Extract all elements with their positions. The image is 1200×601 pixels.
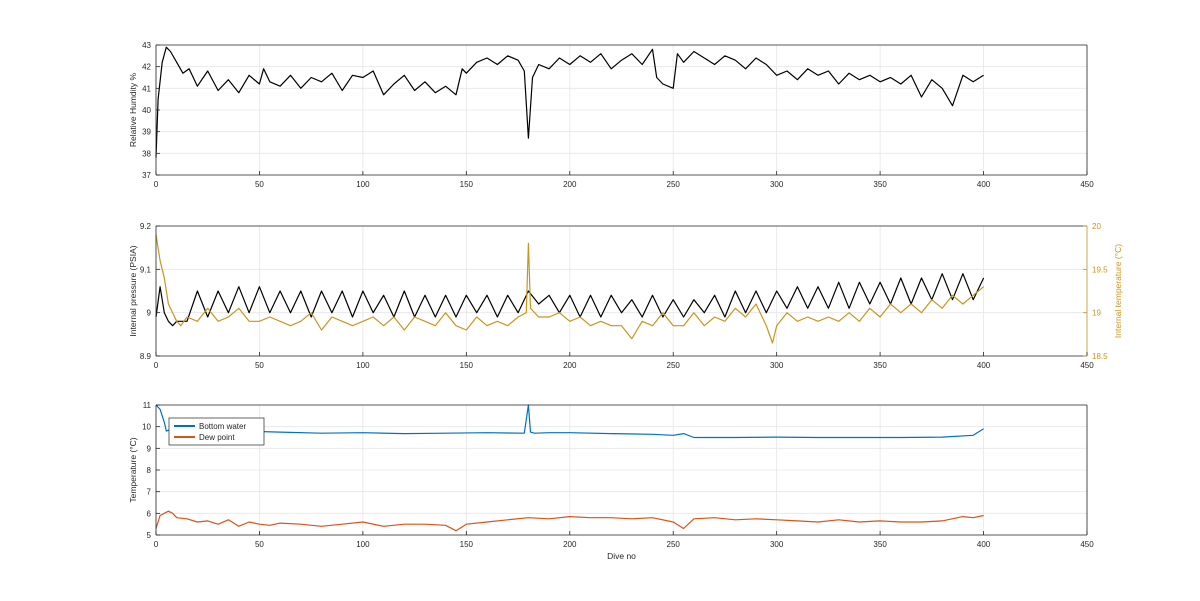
x-tick-label: 100 [356, 361, 370, 370]
y-tick-label: 6 [147, 509, 152, 518]
x-tick-label: 400 [977, 180, 991, 189]
x-axis-label: Dive no [607, 551, 636, 561]
y-tick-label: 10 [142, 423, 151, 432]
x-tick-label: 0 [154, 361, 159, 370]
x-tick-label: 50 [255, 361, 264, 370]
x-tick-label: 350 [873, 540, 887, 549]
x-tick-label: 200 [563, 540, 577, 549]
x-tick-label: 400 [977, 540, 991, 549]
series-line-dew-point [155, 510, 984, 532]
x-tick-label: 150 [460, 361, 474, 370]
x-tick-label: 400 [977, 361, 991, 370]
chart-pressure: 0 50 100 150 200 250 300 350 400 450 8.9 9 9.1 9.2 18.… [128, 222, 1123, 370]
x-tick-label: 100 [356, 180, 370, 189]
y-tick-label: 43 [142, 41, 151, 50]
x-tick-label: 150 [460, 180, 474, 189]
x-tick-label: 300 [770, 540, 784, 549]
y-tick-label: 7 [147, 488, 152, 497]
x-tick-label: 450 [1080, 540, 1094, 549]
right-y-axis-label: Internal temperature (°C) [1113, 244, 1123, 338]
y-tick-label: 37 [142, 171, 151, 180]
y-tick-label: 8.9 [140, 352, 152, 361]
x-tick-label: 300 [770, 361, 784, 370]
right-y-tick-label: 19 [1092, 309, 1101, 318]
right-y-tick-label: 19.5 [1092, 265, 1108, 274]
legend: Bottom water Dew point [168, 417, 265, 446]
x-tick-label: 450 [1080, 361, 1094, 370]
legend-label: Dew point [199, 433, 235, 442]
x-tick-label: 100 [356, 540, 370, 549]
y-tick-label: 9 [147, 444, 152, 453]
plots: 0 50 100 150 200 250 300 350 400 4503738394041424… [128, 41, 1123, 561]
y-tick-label: 40 [142, 106, 151, 115]
y-axis-label: Internal pressure (PSIA) [128, 245, 138, 336]
y-tick-label: 5 [147, 531, 152, 540]
right-y-tick-label: 20 [1092, 222, 1101, 231]
chart-humidity: 0 50 100 150 200 250 300 350 400 450 37 38 39 40 41 42 4… [128, 41, 1094, 189]
chart-temperature: 0 50 100 150 200 250 300 350 400 450 5 6 7 8 9 10 11 Temp… [128, 401, 1094, 561]
y-tick-label: 8 [147, 466, 152, 475]
x-tick-label: 50 [255, 180, 264, 189]
legend-box [168, 417, 265, 446]
y-tick-label: 41 [142, 84, 151, 93]
x-tick-label: 0 [154, 540, 159, 549]
y-tick-label: 9.1 [140, 265, 152, 274]
plot-area [156, 226, 1087, 356]
y-axis-label: Temperature (°C) [128, 437, 138, 502]
series-line-0 [155, 46, 984, 158]
legend-label: Bottom water [199, 422, 246, 431]
x-tick-label: 250 [667, 180, 681, 189]
x-tick-label: 200 [563, 361, 577, 370]
x-tick-label: 50 [255, 540, 264, 549]
y-tick-label: 38 [142, 149, 151, 158]
x-tick-label: 250 [667, 361, 681, 370]
right-y-tick-label: 18.5 [1092, 352, 1108, 361]
series-line-1 [155, 234, 984, 344]
y-tick-label: 11 [143, 401, 152, 410]
x-tick-label: 350 [873, 180, 887, 189]
y-tick-label: 9 [147, 309, 152, 318]
x-tick-label: 450 [1080, 180, 1094, 189]
x-tick-label: 200 [563, 180, 577, 189]
series-line-0 [155, 273, 985, 327]
x-tick-label: 150 [460, 540, 474, 549]
y-axis-label: Relative Humdity % [128, 72, 138, 147]
y-tick-label: 42 [142, 63, 151, 72]
x-tick-label: 350 [873, 361, 887, 370]
y-tick-label: 39 [142, 128, 151, 137]
x-tick-label: 250 [667, 540, 681, 549]
y-tick-label: 9.2 [140, 222, 152, 231]
x-tick-label: 300 [770, 180, 784, 189]
x-tick-label: 0 [154, 180, 159, 189]
